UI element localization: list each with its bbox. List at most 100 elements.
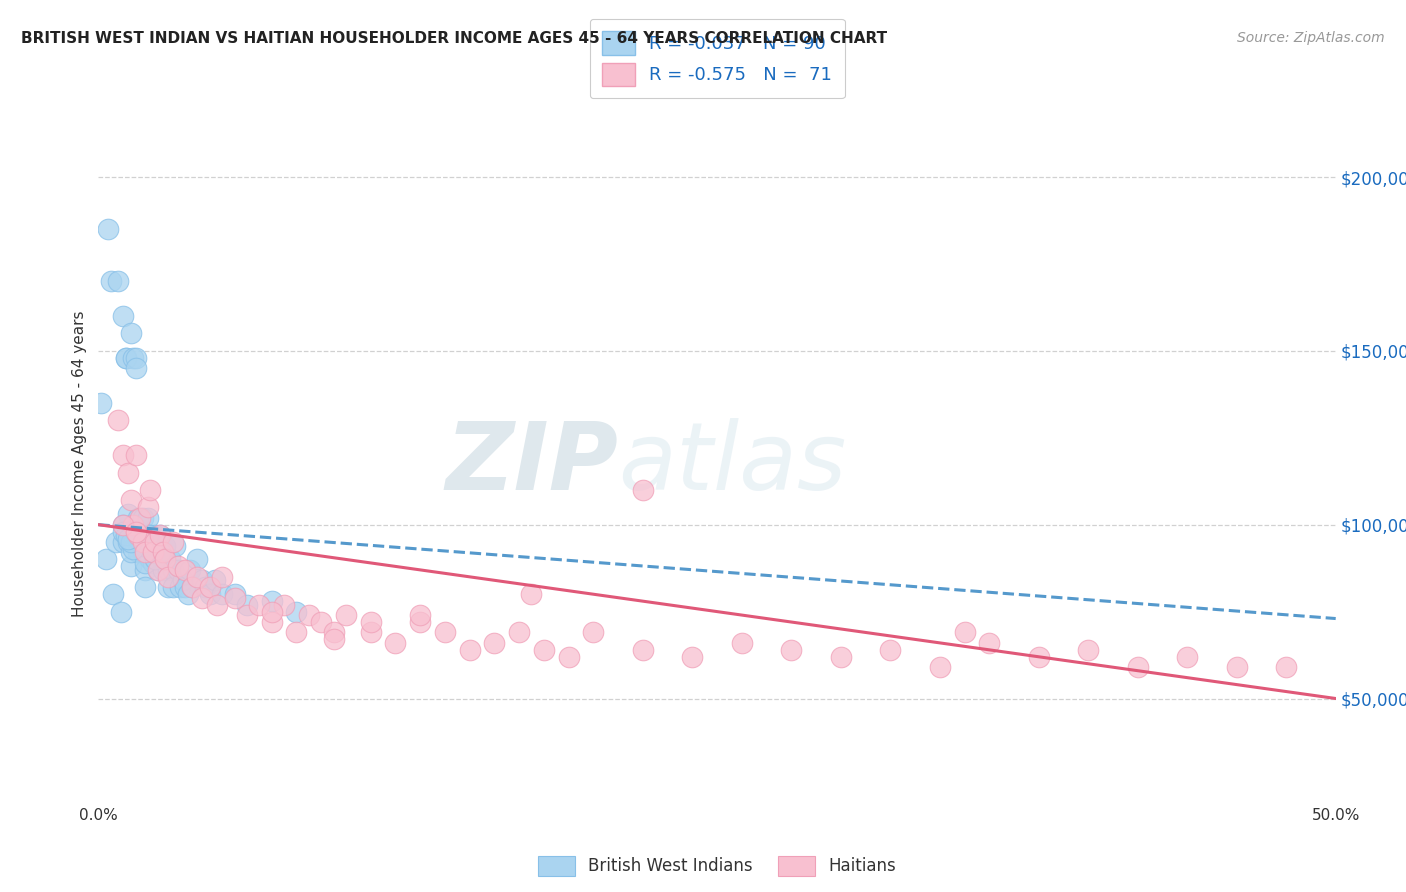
Point <box>1126 660 1149 674</box>
Point <box>360 615 382 629</box>
Point <box>136 510 159 524</box>
Point <box>152 563 174 577</box>
Point <box>129 535 152 549</box>
Point <box>204 574 226 588</box>
Point <box>122 541 145 556</box>
Point <box>198 580 221 594</box>
Point <box>179 563 201 577</box>
Point <box>100 274 122 288</box>
Point <box>114 351 136 365</box>
Point <box>520 587 543 601</box>
Point <box>152 545 174 559</box>
Point <box>127 528 149 542</box>
Point <box>285 625 308 640</box>
Point <box>1175 649 1198 664</box>
Point <box>458 643 481 657</box>
Point <box>273 598 295 612</box>
Point <box>107 274 129 288</box>
Point <box>176 587 198 601</box>
Point <box>112 517 135 532</box>
Point <box>103 587 125 601</box>
Point <box>120 559 142 574</box>
Point <box>928 660 950 674</box>
Point <box>149 545 172 559</box>
Point <box>114 528 136 542</box>
Point <box>194 580 217 594</box>
Point <box>122 517 145 532</box>
Point <box>146 563 169 577</box>
Point <box>409 615 432 629</box>
Point <box>174 580 197 594</box>
Point <box>508 625 530 640</box>
Point <box>224 591 246 605</box>
Point <box>631 483 654 497</box>
Point <box>139 552 162 566</box>
Point <box>149 545 172 559</box>
Point <box>120 493 142 508</box>
Point <box>953 625 976 640</box>
Point <box>112 535 135 549</box>
Point <box>136 545 159 559</box>
Point <box>309 615 332 629</box>
Point <box>152 552 174 566</box>
Point <box>134 556 156 570</box>
Point <box>127 532 149 546</box>
Point <box>186 570 208 584</box>
Point <box>139 539 162 553</box>
Point <box>110 605 132 619</box>
Point <box>127 545 149 559</box>
Legend: British West Indians, Haitians: British West Indians, Haitians <box>531 849 903 882</box>
Point <box>117 524 139 539</box>
Point <box>124 528 146 542</box>
Point <box>322 625 344 640</box>
Point <box>132 510 155 524</box>
Text: Source: ZipAtlas.com: Source: ZipAtlas.com <box>1237 31 1385 45</box>
Point <box>139 483 162 497</box>
Point <box>1275 660 1298 674</box>
Y-axis label: Householder Income Ages 45 - 64 years: Householder Income Ages 45 - 64 years <box>72 310 87 617</box>
Point <box>112 448 135 462</box>
Point <box>260 615 283 629</box>
Point <box>191 574 214 588</box>
Point <box>142 545 165 559</box>
Point <box>681 649 703 664</box>
Point <box>112 517 135 532</box>
Point <box>830 649 852 664</box>
Point <box>129 510 152 524</box>
Point <box>433 625 456 640</box>
Point <box>236 598 259 612</box>
Point <box>122 535 145 549</box>
Point <box>156 570 179 584</box>
Point <box>127 510 149 524</box>
Point <box>166 563 188 577</box>
Point <box>139 528 162 542</box>
Point <box>205 598 228 612</box>
Point <box>136 500 159 515</box>
Point <box>134 563 156 577</box>
Point <box>533 643 555 657</box>
Text: BRITISH WEST INDIAN VS HAITIAN HOUSEHOLDER INCOME AGES 45 - 64 YEARS CORRELATION: BRITISH WEST INDIAN VS HAITIAN HOUSEHOLD… <box>21 31 887 46</box>
Point <box>247 598 270 612</box>
Point <box>117 508 139 522</box>
Point <box>181 580 204 594</box>
Point <box>124 528 146 542</box>
Point <box>169 580 191 594</box>
Point <box>360 625 382 640</box>
Point <box>384 636 406 650</box>
Point <box>155 552 177 566</box>
Point <box>165 539 187 553</box>
Point <box>186 552 208 566</box>
Point <box>117 466 139 480</box>
Point <box>143 528 166 542</box>
Point <box>122 351 145 365</box>
Point <box>136 528 159 542</box>
Point <box>298 608 321 623</box>
Point <box>191 591 214 605</box>
Point <box>112 309 135 323</box>
Point <box>159 552 181 566</box>
Point <box>162 535 184 549</box>
Point <box>582 625 605 640</box>
Text: atlas: atlas <box>619 418 846 509</box>
Point <box>484 636 506 650</box>
Point <box>132 545 155 559</box>
